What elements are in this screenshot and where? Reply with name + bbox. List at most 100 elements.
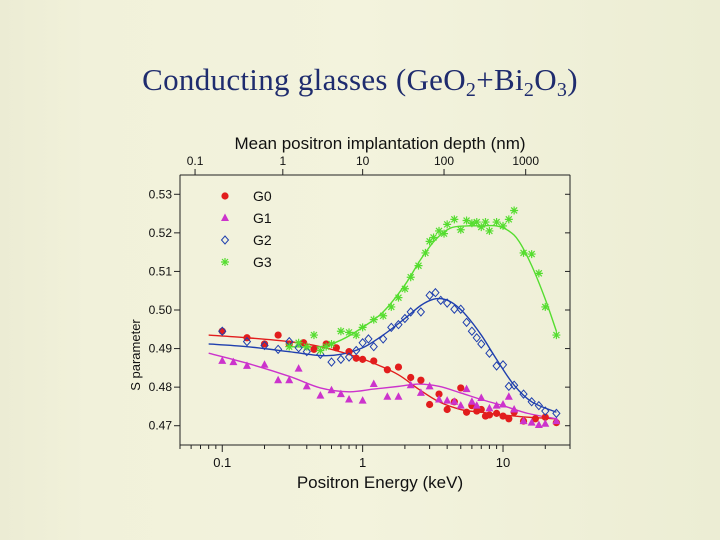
data-point-g1 — [472, 401, 481, 409]
data-point-g1 — [242, 361, 251, 369]
data-point-g1 — [467, 397, 476, 405]
data-point-g2 — [425, 290, 434, 301]
data-point-g2 — [442, 298, 452, 308]
data-point-g3 — [302, 342, 311, 351]
data-point-g3 — [481, 218, 490, 227]
top-tick-label: 1 — [279, 154, 286, 168]
data-point-g2 — [242, 336, 252, 347]
data-points — [218, 206, 561, 428]
data-point-g2 — [294, 343, 303, 353]
data-point-g3 — [414, 261, 423, 270]
data-point-g3 — [467, 219, 476, 228]
data-point-g2 — [541, 406, 550, 416]
data-point-g1 — [435, 394, 444, 403]
data-point-g1 — [477, 393, 486, 401]
data-point-g3 — [443, 220, 452, 229]
data-point-g0 — [531, 415, 539, 423]
data-point-g1 — [285, 375, 294, 384]
data-point-g2 — [416, 307, 426, 317]
data-point-g0 — [407, 373, 415, 382]
fit-curve-g1 — [208, 352, 557, 420]
title-text: Conducting glasses (GeO — [142, 62, 466, 97]
data-point-g2 — [485, 348, 494, 358]
data-point-g3 — [322, 342, 331, 351]
y-tick-label: 0.53 — [149, 187, 173, 201]
title-text-part: ) — [567, 62, 578, 97]
slide-title: Conducting glasses (GeO2+Bi2O3) — [0, 62, 720, 102]
data-point-g1 — [416, 388, 425, 396]
data-point-g0 — [352, 354, 360, 362]
data-point-g2 — [462, 317, 471, 328]
data-point-g3 — [309, 331, 318, 340]
data-point-g2 — [450, 304, 459, 314]
data-point-g1 — [450, 397, 459, 405]
data-point-g0 — [505, 415, 513, 423]
data-point-g2 — [336, 354, 346, 365]
data-point-g3 — [316, 346, 325, 355]
data-point-g0 — [435, 390, 443, 398]
data-point-g1 — [456, 401, 465, 409]
data-point-g2 — [498, 360, 508, 370]
data-point-g0 — [260, 340, 269, 348]
data-point-g0 — [332, 344, 340, 352]
data-point-g3 — [519, 248, 528, 257]
data-point-g2 — [534, 400, 544, 411]
data-point-g3 — [534, 269, 543, 278]
data-point-g1 — [462, 384, 471, 393]
data-point-g3 — [369, 315, 378, 324]
data-point-g3 — [450, 215, 459, 224]
data-point-g3 — [435, 226, 444, 235]
data-point-g0 — [218, 327, 226, 335]
legend-marker-g1 — [221, 213, 229, 221]
data-point-g3 — [429, 233, 438, 242]
y-tick-label: 0.50 — [149, 303, 173, 317]
data-point-g2 — [394, 319, 403, 330]
y-tick-label: 0.49 — [149, 342, 173, 356]
data-point-g1 — [425, 381, 434, 390]
data-point-g2 — [492, 361, 501, 371]
data-point-g0 — [499, 412, 507, 420]
data-point-g2 — [552, 408, 561, 419]
data-point-g1 — [519, 416, 528, 425]
data-point-g0 — [541, 413, 549, 421]
data-point-g3 — [477, 223, 486, 232]
data-point-g0 — [370, 357, 378, 365]
data-point-g1 — [316, 391, 325, 399]
y-tick-label: 0.47 — [149, 419, 173, 433]
data-point-g3 — [510, 206, 519, 215]
data-point-g1 — [302, 381, 311, 390]
data-point-g2 — [369, 341, 378, 352]
data-point-g1 — [336, 389, 345, 398]
title-subscript: 2 — [465, 79, 477, 101]
data-point-g2 — [327, 357, 336, 367]
data-point-g2 — [467, 326, 477, 336]
data-point-g1 — [485, 403, 494, 412]
y-axis-title: S parameter — [128, 319, 143, 391]
data-point-g2 — [302, 346, 311, 357]
data-point-g2 — [352, 345, 361, 356]
data-point-g2 — [527, 397, 536, 407]
data-point-g0 — [417, 376, 425, 384]
data-point-g0 — [462, 408, 471, 416]
data-point-g2 — [218, 326, 227, 336]
data-point-g0 — [359, 355, 367, 363]
data-point-g3 — [499, 221, 508, 230]
data-point-g0 — [383, 366, 391, 374]
y-tick-label: 0.51 — [149, 264, 173, 278]
data-point-g3 — [352, 331, 361, 340]
data-point-g3 — [492, 218, 501, 227]
data-point-g1 — [274, 375, 283, 384]
data-point-g1 — [527, 418, 536, 426]
axes: 0.1 1 10 0.1 1 10 100 1000 0.47 0.48 0.49 0.50 0.51 0… — [149, 154, 571, 470]
data-point-g2 — [477, 339, 486, 349]
top-tick-label: 0.1 — [187, 154, 204, 168]
x-tick-label: 10 — [496, 455, 510, 470]
data-point-g2 — [509, 380, 519, 390]
legend-label-g3: G3 — [253, 254, 272, 270]
top-axis-title: Mean positron implantation depth (nm) — [234, 134, 525, 153]
data-point-g1 — [534, 420, 543, 428]
title-subscript: 2 — [523, 79, 535, 101]
y-tick-label: 0.48 — [149, 380, 173, 394]
data-point-g0 — [485, 411, 494, 419]
